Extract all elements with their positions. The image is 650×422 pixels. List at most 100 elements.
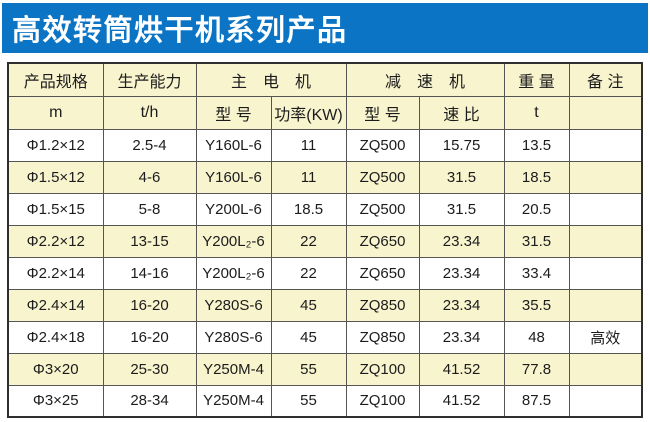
cell-capacity: 16-20 — [102, 288, 197, 322]
cell-motor-power: 11 — [270, 128, 347, 162]
cell-spec: Φ3×25 — [7, 384, 104, 418]
cell-capacity: 16-20 — [102, 320, 197, 354]
table-row: Φ1.5×12 4-6 Y160L-6 11 ZQ500 31.5 18.5 — [7, 160, 643, 194]
cell-spec: Φ1.5×12 — [7, 160, 104, 194]
table-row: Φ3×20 25-30 Y250M-4 55 ZQ100 41.52 77.8 — [7, 352, 643, 386]
cell-motor-power: 55 — [270, 384, 347, 418]
unit-capacity-th: t/h — [102, 95, 197, 130]
cell-capacity: 14-16 — [102, 256, 197, 290]
cell-reducer-model: ZQ500 — [345, 192, 420, 226]
page-title: 高效转筒烘干机系列产品 — [12, 15, 348, 47]
cell-motor-model: Y200L₂-6 — [195, 256, 272, 290]
cell-remarks — [568, 192, 643, 226]
cell-motor-model: Y280S-6 — [195, 320, 272, 354]
cell-spec: Φ1.2×12 — [7, 128, 104, 162]
cell-reducer-ratio: 41.52 — [418, 384, 505, 418]
subheader-reducer-ratio: 速 比 — [418, 95, 505, 130]
cell-capacity: 4-6 — [102, 160, 197, 194]
cell-reducer-model: ZQ850 — [345, 320, 420, 354]
cell-weight: 77.8 — [503, 352, 570, 386]
cell-motor-model: Y250M-4 — [195, 352, 272, 386]
unit-weight-t: t — [503, 95, 570, 130]
cell-weight: 18.5 — [503, 160, 570, 194]
cell-motor-power: 22 — [270, 224, 347, 258]
table-row: Φ2.4×18 16-20 Y280S-6 45 ZQ850 23.34 48 … — [7, 320, 643, 354]
cell-motor-model: Y160L-6 — [195, 128, 272, 162]
cell-spec: Φ2.2×12 — [7, 224, 104, 258]
cell-remarks — [568, 352, 643, 386]
table-row: Φ2.4×14 16-20 Y280S-6 45 ZQ850 23.34 35.… — [7, 288, 643, 322]
header-product-spec: 产品规格 — [7, 62, 104, 97]
cell-reducer-model: ZQ850 — [345, 288, 420, 322]
cell-reducer-ratio: 15.75 — [418, 128, 505, 162]
header-weight: 重 量 — [503, 62, 570, 97]
cell-weight: 87.5 — [503, 384, 570, 418]
cell-weight: 13.5 — [503, 128, 570, 162]
table-row: Φ1.5×15 5-8 Y200L-6 18.5 ZQ500 31.5 20.5 — [7, 192, 643, 226]
cell-motor-model: Y250M-4 — [195, 384, 272, 418]
cell-capacity: 25-30 — [102, 352, 197, 386]
table-body: Φ1.2×12 2.5-4 Y160L-6 11 ZQ500 15.75 13.… — [7, 128, 643, 418]
cell-reducer-model: ZQ100 — [345, 352, 420, 386]
cell-weight: 20.5 — [503, 192, 570, 226]
cell-motor-power: 22 — [270, 256, 347, 290]
table-row: Φ2.2×14 14-16 Y200L₂-6 22 ZQ650 23.34 33… — [7, 256, 643, 290]
table-row: Φ1.2×12 2.5-4 Y160L-6 11 ZQ500 15.75 13.… — [7, 128, 643, 162]
cell-remarks — [568, 224, 643, 258]
cell-reducer-ratio: 23.34 — [418, 320, 505, 354]
cell-motor-model: Y160L-6 — [195, 160, 272, 194]
cell-motor-power: 18.5 — [270, 192, 347, 226]
table-row: Φ2.2×12 13-15 Y200L₂-6 22 ZQ650 23.34 31… — [7, 224, 643, 258]
subheader-remarks-empty — [568, 95, 643, 130]
cell-motor-power: 45 — [270, 288, 347, 322]
cell-capacity: 28-34 — [102, 384, 197, 418]
cell-motor-power: 45 — [270, 320, 347, 354]
cell-reducer-ratio: 31.5 — [418, 192, 505, 226]
cell-motor-model: Y200L-6 — [195, 192, 272, 226]
cell-motor-model: Y280S-6 — [195, 288, 272, 322]
cell-reducer-model: ZQ500 — [345, 128, 420, 162]
header-row-groups: 产品规格 生产能力 主 电 机 减 速 机 重 量 备 注 — [7, 62, 643, 97]
cell-reducer-ratio: 31.5 — [418, 160, 505, 194]
cell-remarks — [568, 160, 643, 194]
cell-reducer-ratio: 23.34 — [418, 224, 505, 258]
cell-spec: Φ2.2×14 — [7, 256, 104, 290]
cell-reducer-model: ZQ650 — [345, 256, 420, 290]
header-capacity: 生产能力 — [102, 62, 197, 97]
cell-reducer-ratio: 41.52 — [418, 352, 505, 386]
header-reducer: 减 速 机 — [345, 62, 505, 97]
cell-reducer-ratio: 23.34 — [418, 288, 505, 322]
cell-spec: Φ3×20 — [7, 352, 104, 386]
cell-reducer-ratio: 23.34 — [418, 256, 505, 290]
cell-weight: 48 — [503, 320, 570, 354]
cell-remarks — [568, 288, 643, 322]
cell-reducer-model: ZQ100 — [345, 384, 420, 418]
cell-capacity: 2.5-4 — [102, 128, 197, 162]
subheader-reducer-model: 型 号 — [345, 95, 420, 130]
cell-reducer-model: ZQ500 — [345, 160, 420, 194]
title-banner: 高效转筒烘干机系列产品 — [2, 3, 648, 53]
cell-motor-power: 11 — [270, 160, 347, 194]
cell-remarks — [568, 256, 643, 290]
cell-motor-power: 55 — [270, 352, 347, 386]
cell-spec: Φ2.4×18 — [7, 320, 104, 354]
cell-weight: 33.4 — [503, 256, 570, 290]
cell-weight: 31.5 — [503, 224, 570, 258]
cell-remarks — [568, 384, 643, 418]
header-row-units: m t/h 型 号 功率(KW) 型 号 速 比 t — [7, 95, 643, 130]
header-main-motor: 主 电 机 — [195, 62, 347, 97]
subheader-motor-model: 型 号 — [195, 95, 272, 130]
unit-spec-m: m — [7, 95, 104, 130]
cell-reducer-model: ZQ650 — [345, 224, 420, 258]
header-remarks: 备 注 — [568, 62, 643, 97]
cell-remarks: 高效 — [568, 320, 643, 354]
cell-spec: Φ2.4×14 — [7, 288, 104, 322]
cell-weight: 35.5 — [503, 288, 570, 322]
cell-spec: Φ1.5×15 — [7, 192, 104, 226]
cell-remarks — [568, 128, 643, 162]
product-spec-table: 产品规格 生产能力 主 电 机 减 速 机 重 量 备 注 m t/h 型 号 … — [7, 62, 644, 418]
cell-motor-model: Y200L₂-6 — [195, 224, 272, 258]
cell-capacity: 13-15 — [102, 224, 197, 258]
cell-capacity: 5-8 — [102, 192, 197, 226]
